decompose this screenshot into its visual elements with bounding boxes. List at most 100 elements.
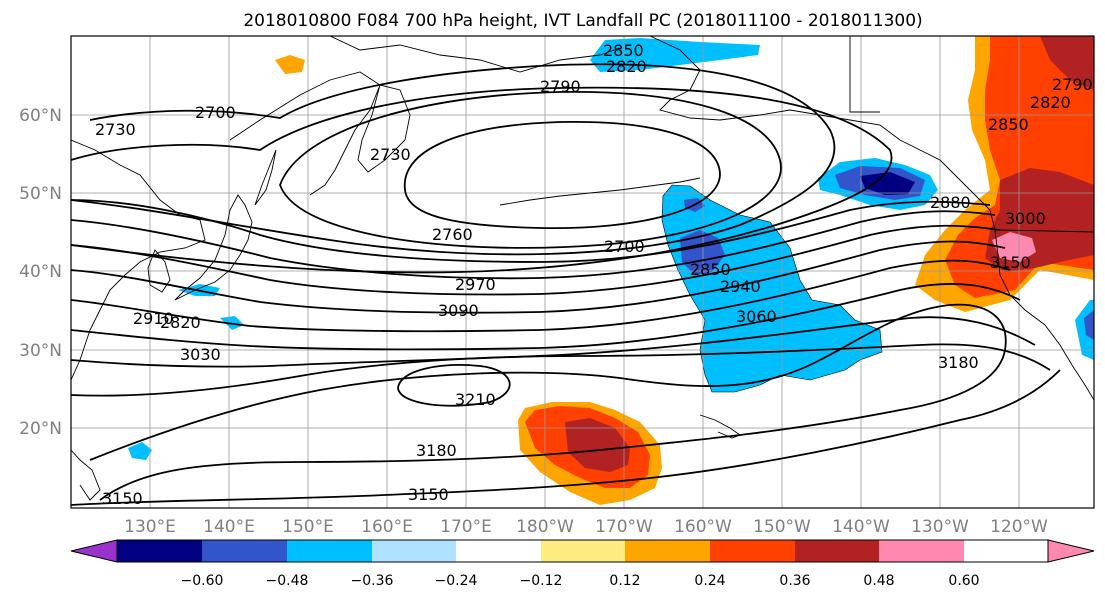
colorbar-swatch [456, 540, 541, 562]
lon-label: 170°E [440, 517, 492, 537]
contour-label: 3150 [408, 485, 449, 504]
lon-label: 140°W [832, 517, 890, 537]
contour-line [71, 283, 1021, 351]
pos-region-hawaii-core [565, 418, 630, 472]
latitude-labels: 60°N 50°N 40°N 30°N 20°N [19, 106, 62, 439]
neg-region-baja-core [1084, 310, 1094, 340]
coast-kamchatka [357, 84, 411, 173]
contour-label: 3180 [938, 353, 979, 372]
colorbar: −0.60 −0.48 −0.36 −0.24 −0.12 0.12 0.24 … [70, 539, 1095, 589]
colorbar-frame [116, 539, 1049, 563]
colorbar-swatch [372, 540, 456, 562]
lon-label: 120°W [990, 517, 1048, 537]
coast-philippines [71, 449, 101, 501]
lon-label: 150°E [282, 517, 334, 537]
colorbar-arrow-left [70, 539, 118, 563]
contour-label: 2700 [195, 103, 236, 122]
coast-japan [174, 194, 253, 301]
colorbar-swatch [795, 540, 879, 562]
colorbar-swatch [710, 540, 795, 562]
coast-siberia [329, 36, 621, 73]
pos-region-pacnw-inner-north [1040, 36, 1094, 90]
contour-line [279, 91, 782, 249]
longitude-labels: 130°E 140°E 150°E 160°E 170°E 180°W 170°… [124, 517, 1048, 537]
lat-label: 30°N [19, 341, 62, 361]
colorbar-arrow-right [1047, 539, 1095, 563]
contour-label: 2700 [604, 237, 645, 256]
contour-labels: 2850 2820 2790 2700 2730 2730 2760 2700 … [95, 41, 1093, 508]
contour-line [71, 210, 996, 280]
contour-label: 2760 [432, 225, 473, 244]
coast-sakhalin [254, 149, 277, 206]
coast-korea [147, 249, 171, 293]
contour-label: 3150 [990, 253, 1031, 272]
contour-line [71, 240, 1006, 314]
contour-label: 3000 [1005, 209, 1046, 228]
contour-line [71, 199, 991, 263]
contour-label: 2910 [133, 309, 174, 328]
lon-label: 160°W [674, 517, 732, 537]
coast-alaska-border [849, 36, 880, 113]
contour-label: 2850 [988, 115, 1029, 134]
map-frame [70, 35, 1095, 509]
contour-label: 3150 [102, 489, 143, 508]
neg-region-gulf-alaska-core [860, 172, 915, 195]
contour-label: 2820 [160, 313, 201, 332]
lat-label: 60°N [19, 106, 62, 126]
contour-line [71, 369, 1061, 506]
lon-label: 170°W [595, 517, 653, 537]
lon-label: 160°E [361, 517, 413, 537]
colorbar-tick-label: −0.12 [520, 573, 563, 589]
coast-okhotsk [229, 71, 381, 196]
contour-label: 2880 [930, 193, 971, 212]
lat-label: 40°N [19, 262, 62, 282]
colorbar-tick-label: 0.12 [609, 573, 640, 589]
contour-label: 2970 [455, 275, 496, 294]
contour-line [89, 303, 1007, 501]
contour-label: 2940 [720, 277, 761, 296]
coast-aleutians [499, 177, 701, 206]
contour-label: 2730 [370, 145, 411, 164]
pos-region-pacnw-core [992, 232, 1036, 262]
contour-label: 2790 [540, 77, 581, 96]
contour-line [71, 343, 1051, 397]
colorbar-tick-label: −0.24 [435, 573, 478, 589]
contour-line [71, 63, 836, 256]
height-contours [71, 63, 1061, 506]
lon-label: 130°E [124, 517, 176, 537]
lon-label: 140°E [203, 517, 255, 537]
contour-label: 2790 [1052, 75, 1093, 94]
contour-label: 2820 [1030, 93, 1071, 112]
pos-region-kamchatka [275, 55, 305, 74]
contour-label: 3030 [180, 345, 221, 364]
coast-asia [71, 139, 206, 381]
contour-label: 3180 [416, 441, 457, 460]
contour-line [71, 259, 1011, 333]
figure-title: 2018010800 F084 700 hPa height, IVT Land… [243, 11, 922, 31]
colorbar-swatch [202, 540, 287, 562]
lat-label: 50°N [19, 184, 62, 204]
contour-line [71, 86, 893, 274]
contour-label: 3060 [736, 307, 777, 326]
contour-line [403, 120, 721, 230]
contour-line [71, 316, 1036, 368]
colorbar-tick-label: 0.48 [863, 573, 894, 589]
contour-line [71, 224, 1001, 296]
colorbar-tick-label: −0.36 [351, 573, 394, 589]
neg-region-sc [128, 442, 152, 460]
contour-label: 2730 [95, 120, 136, 139]
colorbar-tick-label: 0.36 [779, 573, 810, 589]
contour-label: 2850 [603, 41, 644, 60]
map-area: 2850 2820 2790 2700 2730 2730 2760 2700 … [71, 36, 1094, 508]
contour-label: 2820 [606, 57, 647, 76]
contour-label: 2850 [690, 260, 731, 279]
lat-label: 20°N [19, 419, 62, 439]
lon-label: 130°W [911, 517, 969, 537]
lon-label: 150°W [753, 517, 811, 537]
contour-label: 3090 [438, 301, 479, 320]
colorbar-swatch [541, 540, 625, 562]
colorbar-tick-label: −0.48 [266, 573, 309, 589]
colorbar-tick-label: −0.60 [181, 573, 224, 589]
colorbar-swatch [625, 540, 710, 562]
